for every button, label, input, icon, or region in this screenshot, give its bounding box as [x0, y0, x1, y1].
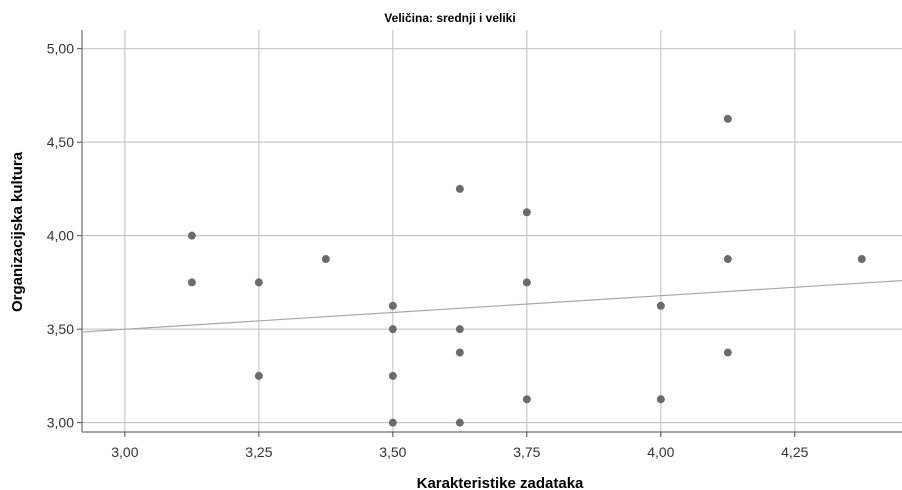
data-point	[388, 371, 397, 380]
y-tick-label: 5,00	[47, 41, 74, 57]
data-point	[723, 255, 732, 264]
grid-lines	[82, 30, 902, 432]
data-point	[388, 418, 397, 427]
x-tick-label: 4,25	[781, 444, 808, 460]
data-point	[254, 278, 263, 287]
data-point	[656, 395, 665, 404]
data-point	[522, 278, 531, 287]
data-point	[723, 348, 732, 357]
data-point	[388, 301, 397, 310]
x-tick-label: 4,00	[647, 444, 674, 460]
data-point	[455, 418, 464, 427]
y-tick-label: 4,00	[47, 228, 74, 244]
x-tick-label: 3,75	[513, 444, 540, 460]
data-point	[254, 371, 263, 380]
x-axis-label: Karakteristike zadataka	[417, 475, 584, 490]
data-point	[455, 184, 464, 193]
x-tick-label: 3,50	[379, 444, 406, 460]
x-tick-label: 3,00	[111, 444, 138, 460]
fit-line	[81, 279, 902, 333]
data-point	[857, 255, 866, 264]
data-point	[656, 301, 665, 310]
y-axis-label: Organizacijska kultura	[9, 151, 26, 312]
y-tick-label: 4,50	[47, 134, 74, 150]
data-point	[522, 395, 531, 404]
data-point	[187, 231, 196, 240]
y-tick-label: 3,50	[47, 321, 74, 337]
chart-title: Veličina: srednji i veliki	[384, 11, 515, 25]
y-tick-label: 3,00	[47, 415, 74, 431]
data-point	[455, 348, 464, 357]
data-point	[321, 255, 330, 264]
x-tick-label: 3,25	[245, 444, 272, 460]
data-point	[522, 208, 531, 217]
data-point	[455, 325, 464, 334]
data-point	[388, 325, 397, 334]
data-point	[187, 278, 196, 287]
data-point	[723, 114, 732, 123]
